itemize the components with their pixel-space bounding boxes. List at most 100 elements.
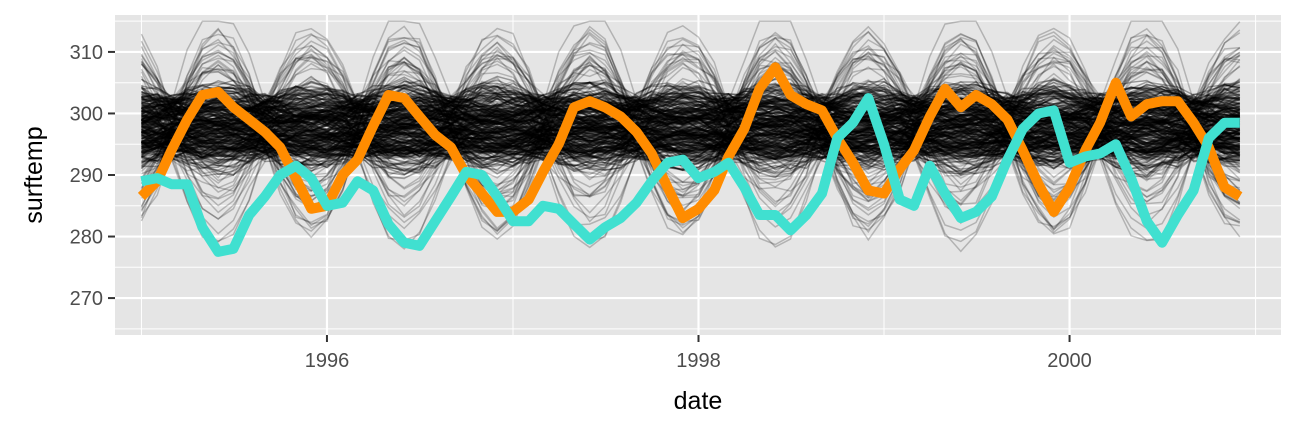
background-line	[141, 132, 1240, 162]
background-line	[140, 112, 1241, 146]
background-line	[140, 72, 1241, 225]
background-line	[140, 113, 1240, 157]
background-line	[141, 90, 1240, 108]
background-line	[140, 62, 1241, 163]
background-line	[141, 117, 1241, 154]
background-line	[141, 92, 1241, 127]
background-line	[140, 76, 1241, 235]
background-line	[141, 95, 1240, 111]
background-line	[141, 120, 1240, 154]
background-line	[141, 90, 1241, 107]
background-line	[140, 47, 1240, 208]
background-line	[140, 29, 1241, 192]
background-line	[141, 99, 1240, 146]
background-line	[141, 127, 1240, 155]
background-line	[141, 88, 1240, 119]
axis-ticks: 270 280 290 300 310 1996 1998 2000	[70, 42, 1092, 372]
background-line	[141, 75, 1240, 125]
background-line	[141, 108, 1240, 149]
background-line	[141, 127, 1240, 171]
y-tick-label: 310	[70, 42, 103, 64]
background-line	[141, 120, 1240, 154]
background-line	[141, 101, 1241, 188]
background-line	[141, 84, 1241, 130]
background-line	[141, 133, 1240, 151]
background-line	[141, 125, 1240, 156]
background-line	[140, 96, 1241, 158]
background-line	[141, 105, 1240, 147]
background-line	[141, 116, 1240, 152]
series-group	[137, 62, 1243, 257]
background-line	[140, 85, 1240, 128]
background-line	[141, 112, 1241, 161]
background-line	[140, 64, 1241, 143]
background-line	[140, 38, 1240, 186]
background-line	[141, 136, 1241, 155]
background-line	[141, 124, 1240, 162]
background-line	[141, 88, 1240, 108]
background-line	[141, 112, 1240, 154]
background-line	[140, 136, 1240, 177]
background-line	[141, 137, 1241, 169]
background-line	[140, 41, 1241, 168]
background-line	[140, 78, 1240, 119]
background-line	[141, 145, 1241, 165]
x-tick-label: 1998	[676, 350, 721, 372]
background-line	[141, 77, 1240, 149]
background-line	[140, 31, 1241, 223]
background-line	[141, 134, 1240, 153]
background-line	[141, 95, 1240, 133]
y-tick-label: 290	[70, 165, 103, 187]
background-line	[141, 142, 1241, 165]
background-line	[141, 95, 1241, 116]
background-line	[141, 140, 1240, 155]
background-line	[141, 86, 1240, 131]
background-line	[140, 48, 1241, 207]
y-tick-label: 300	[70, 103, 103, 125]
background-line	[141, 115, 1241, 142]
series-line	[140, 93, 1240, 257]
background-line	[141, 138, 1240, 154]
background-line	[141, 134, 1240, 158]
background-line	[141, 129, 1241, 150]
background-line	[140, 84, 1240, 116]
background-line	[141, 130, 1240, 177]
background-line	[140, 59, 1241, 203]
background-line	[141, 85, 1241, 121]
background-line	[140, 105, 1240, 192]
background-line	[141, 68, 1241, 153]
background-line	[140, 50, 1241, 217]
background-line	[140, 95, 1240, 130]
background-line	[140, 53, 1240, 172]
background-line	[141, 85, 1241, 113]
background-line	[141, 137, 1240, 170]
background-line	[141, 94, 1240, 118]
background-line	[141, 134, 1240, 149]
background-line	[141, 131, 1240, 156]
background-line	[141, 139, 1240, 153]
background-line	[140, 50, 1241, 197]
x-axis-title: date	[674, 387, 723, 415]
background-line	[140, 98, 1240, 176]
background-line	[140, 136, 1240, 161]
background-line	[141, 85, 1240, 121]
background-line	[140, 47, 1241, 180]
background-line	[140, 54, 1241, 196]
background-line	[141, 129, 1240, 158]
background-line	[141, 132, 1241, 161]
background-line	[140, 79, 1240, 163]
background-line	[141, 88, 1240, 109]
background-line	[141, 90, 1240, 131]
background-line	[141, 130, 1241, 157]
background-line	[140, 115, 1240, 145]
background-line	[141, 132, 1241, 163]
background-line	[141, 144, 1241, 161]
background-line	[140, 43, 1240, 201]
background-line	[141, 115, 1240, 149]
background-line	[141, 141, 1240, 157]
background-line	[141, 80, 1241, 126]
background-line	[140, 37, 1241, 233]
background-line	[140, 56, 1241, 250]
background-line	[141, 130, 1241, 154]
background-line	[141, 89, 1240, 125]
